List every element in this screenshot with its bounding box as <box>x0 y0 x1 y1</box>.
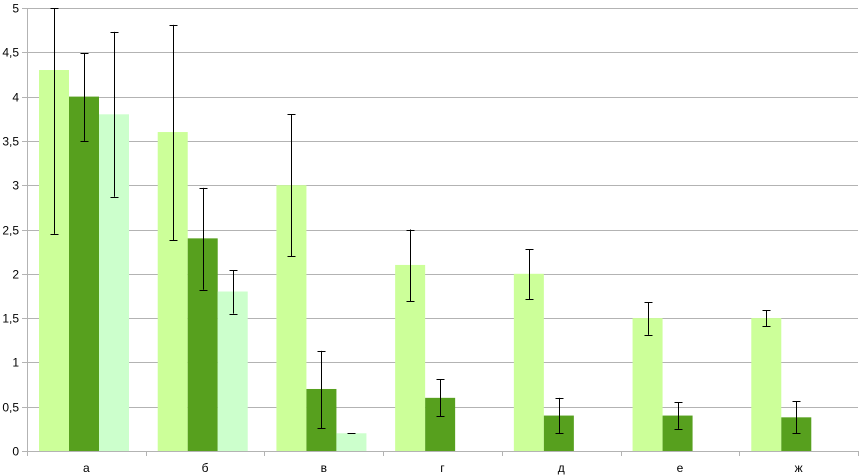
x-tick-label: б <box>202 461 209 475</box>
bar <box>217 291 248 451</box>
bar <box>632 318 663 451</box>
bar <box>157 132 188 452</box>
y-tick-label: 4 <box>12 91 19 105</box>
bar <box>513 273 544 451</box>
y-tick-label: 0,5 <box>2 401 19 415</box>
y-tick-label: 4,5 <box>2 46 19 60</box>
x-tick-labels: а б в г д е ж <box>83 461 803 475</box>
y-tick-label: 0 <box>12 445 19 459</box>
x-tick-label: д <box>558 461 565 475</box>
y-tick-label: 3 <box>12 179 19 193</box>
x-tick-label: г <box>440 461 445 475</box>
error-bars <box>50 8 831 452</box>
y-tick-label: 2 <box>12 268 19 282</box>
bar <box>69 96 99 451</box>
y-tick-label: 5 <box>12 2 19 16</box>
x-tick-label: в <box>321 461 327 475</box>
bar <box>751 318 782 451</box>
x-tick-label: е <box>677 461 684 475</box>
y-tick-label: 2,5 <box>2 224 19 238</box>
x-tick-label: ж <box>795 461 803 475</box>
y-tick-label: 1 <box>12 356 19 370</box>
x-tick-label: а <box>83 461 90 475</box>
bars <box>39 70 812 452</box>
grid-lines <box>27 8 858 452</box>
y-tick-label: 3,5 <box>2 135 19 149</box>
y-tick-label: 1,5 <box>2 312 19 326</box>
bar <box>187 238 218 451</box>
bar <box>336 433 367 451</box>
bar <box>662 415 693 451</box>
y-tick-labels: 0 0,5 1 1,5 2 2,5 3 3,5 4 4,5 5 <box>2 2 19 459</box>
axes <box>22 8 859 456</box>
